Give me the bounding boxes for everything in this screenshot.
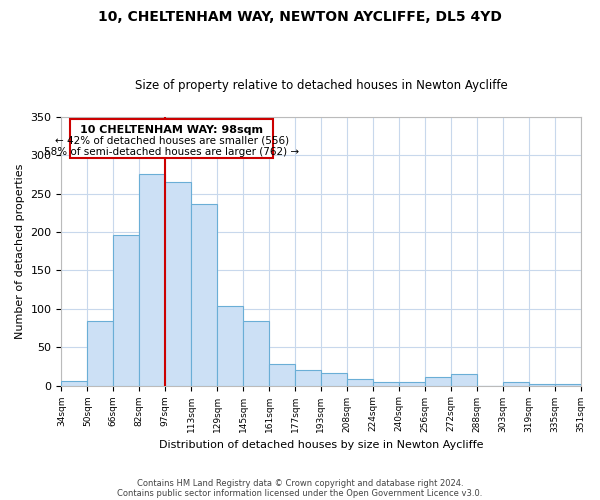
Text: 10 CHELTENHAM WAY: 98sqm: 10 CHELTENHAM WAY: 98sqm [80,125,263,135]
Bar [373,382,399,386]
Bar [347,380,373,386]
Bar [399,382,425,386]
Text: 10, CHELTENHAM WAY, NEWTON AYCLIFFE, DL5 4YD: 10, CHELTENHAM WAY, NEWTON AYCLIFFE, DL5… [98,10,502,24]
X-axis label: Distribution of detached houses by size in Newton Aycliffe: Distribution of detached houses by size … [159,440,483,450]
Y-axis label: Number of detached properties: Number of detached properties [15,164,25,339]
Text: Contains HM Land Registry data © Crown copyright and database right 2024.: Contains HM Land Registry data © Crown c… [137,478,463,488]
Bar [217,306,243,386]
Bar [139,174,165,386]
Bar [88,321,113,386]
Bar [321,374,347,386]
Bar [191,204,217,386]
Text: 58% of semi-detached houses are larger (762) →: 58% of semi-detached houses are larger (… [44,146,299,156]
Bar [61,381,88,386]
Bar [529,384,554,386]
Title: Size of property relative to detached houses in Newton Aycliffe: Size of property relative to detached ho… [134,79,508,92]
Text: Contains public sector information licensed under the Open Government Licence v3: Contains public sector information licen… [118,488,482,498]
FancyBboxPatch shape [70,119,273,158]
Bar [165,182,191,386]
Bar [243,321,269,386]
Bar [269,364,295,386]
Bar [113,235,139,386]
Bar [451,374,476,386]
Text: ← 42% of detached houses are smaller (556): ← 42% of detached houses are smaller (55… [55,136,289,146]
Bar [295,370,321,386]
Bar [554,384,581,386]
Bar [425,377,451,386]
Bar [503,382,529,386]
